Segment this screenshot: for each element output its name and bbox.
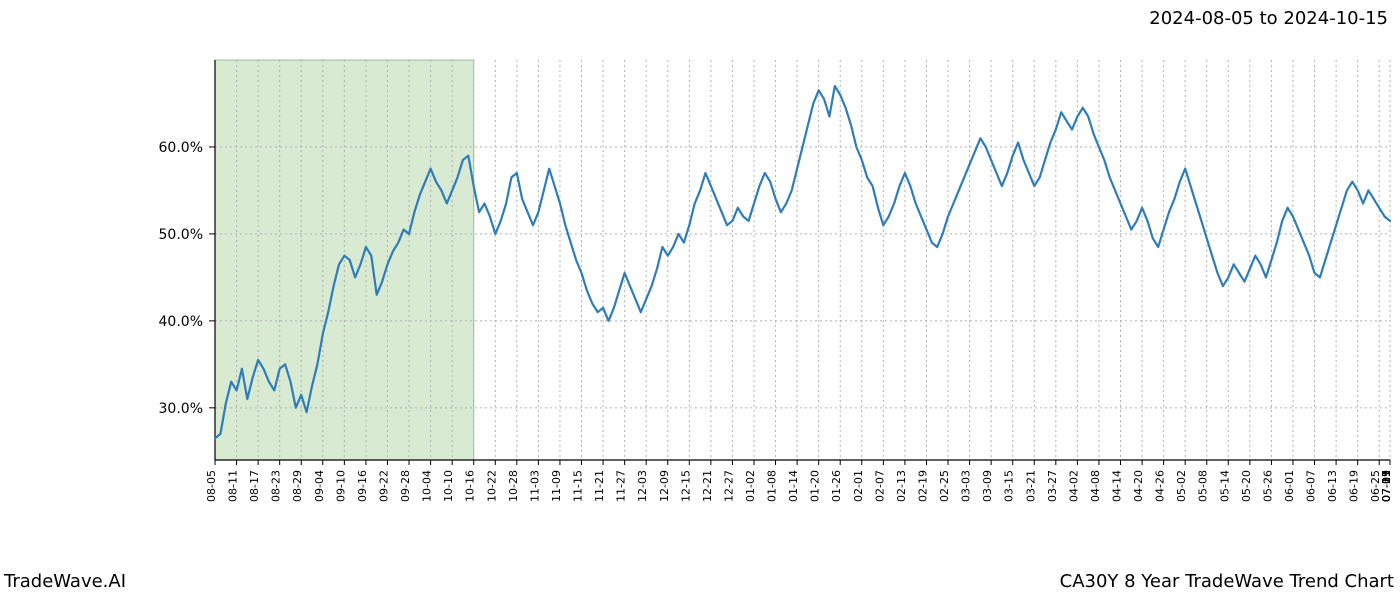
svg-text:11-09: 11-09 xyxy=(550,470,563,502)
chart-title: CA30Y 8 Year TradeWave Trend Chart xyxy=(1060,571,1394,592)
svg-text:05-02: 05-02 xyxy=(1175,470,1188,502)
svg-text:07-31: 07-31 xyxy=(1380,470,1393,502)
date-range-label: 2024-08-05 to 2024-10-15 xyxy=(1149,8,1388,29)
svg-text:03-03: 03-03 xyxy=(960,470,973,502)
svg-text:11-03: 11-03 xyxy=(528,470,541,502)
svg-text:08-29: 08-29 xyxy=(291,470,304,502)
svg-text:11-15: 11-15 xyxy=(572,470,585,502)
svg-text:05-08: 05-08 xyxy=(1197,470,1210,502)
svg-text:01-08: 01-08 xyxy=(766,470,779,502)
svg-text:02-13: 02-13 xyxy=(895,470,908,502)
svg-text:08-05: 08-05 xyxy=(205,470,218,502)
svg-text:60.0%: 60.0% xyxy=(159,140,203,156)
svg-text:04-08: 04-08 xyxy=(1089,470,1102,502)
svg-text:40.0%: 40.0% xyxy=(159,314,203,330)
svg-text:08-23: 08-23 xyxy=(270,470,283,502)
svg-text:30.0%: 30.0% xyxy=(159,401,203,417)
svg-text:12-03: 12-03 xyxy=(636,470,649,502)
svg-text:01-26: 01-26 xyxy=(830,470,843,502)
svg-text:02-25: 02-25 xyxy=(938,470,951,502)
svg-text:02-07: 02-07 xyxy=(873,470,886,502)
svg-text:04-02: 04-02 xyxy=(1067,470,1080,502)
trend-chart: 30.0% 40.0% 50.0% 60.0% 08-05 08-11 08-17 08-23… xyxy=(0,40,1400,550)
svg-text:10-22: 10-22 xyxy=(485,470,498,502)
svg-text:09-22: 09-22 xyxy=(377,470,390,502)
svg-text:05-14: 05-14 xyxy=(1218,470,1231,502)
svg-text:09-10: 09-10 xyxy=(334,470,347,502)
svg-text:01-14: 01-14 xyxy=(787,470,800,502)
svg-text:06-19: 06-19 xyxy=(1348,470,1361,502)
svg-text:05-26: 05-26 xyxy=(1261,470,1274,502)
svg-text:01-20: 01-20 xyxy=(809,470,822,502)
svg-text:03-15: 03-15 xyxy=(1003,470,1016,502)
svg-text:02-01: 02-01 xyxy=(852,470,865,502)
svg-text:04-20: 04-20 xyxy=(1132,470,1145,502)
svg-text:03-21: 03-21 xyxy=(1024,470,1037,502)
svg-text:04-14: 04-14 xyxy=(1111,470,1124,502)
svg-text:02-19: 02-19 xyxy=(916,470,929,502)
svg-text:06-13: 06-13 xyxy=(1326,470,1339,502)
svg-text:03-09: 03-09 xyxy=(981,470,994,502)
svg-text:08-11: 08-11 xyxy=(227,470,240,502)
svg-text:06-07: 06-07 xyxy=(1305,470,1318,502)
svg-text:12-21: 12-21 xyxy=(701,470,714,502)
svg-text:06-01: 06-01 xyxy=(1283,470,1296,502)
svg-text:05-20: 05-20 xyxy=(1240,470,1253,502)
svg-text:12-15: 12-15 xyxy=(679,470,692,502)
svg-text:10-04: 10-04 xyxy=(421,470,434,502)
svg-text:10-10: 10-10 xyxy=(442,470,455,502)
svg-text:11-27: 11-27 xyxy=(615,470,628,502)
svg-text:09-16: 09-16 xyxy=(356,470,369,502)
svg-text:12-09: 12-09 xyxy=(658,470,671,502)
svg-text:08-17: 08-17 xyxy=(248,470,261,502)
svg-text:10-16: 10-16 xyxy=(464,470,477,502)
svg-text:10-28: 10-28 xyxy=(507,470,520,502)
chart-container: 30.0% 40.0% 50.0% 60.0% 08-05 08-11 08-17 08-23… xyxy=(0,40,1400,550)
brand-label: TradeWave.AI xyxy=(4,571,126,592)
svg-text:09-28: 09-28 xyxy=(399,470,412,502)
svg-text:01-02: 01-02 xyxy=(744,470,757,502)
svg-text:50.0%: 50.0% xyxy=(159,227,203,243)
svg-text:03-27: 03-27 xyxy=(1046,470,1059,502)
svg-text:11-21: 11-21 xyxy=(593,470,606,502)
svg-text:04-26: 04-26 xyxy=(1154,470,1167,502)
svg-text:12-27: 12-27 xyxy=(722,470,735,502)
svg-text:09-04: 09-04 xyxy=(313,470,326,502)
